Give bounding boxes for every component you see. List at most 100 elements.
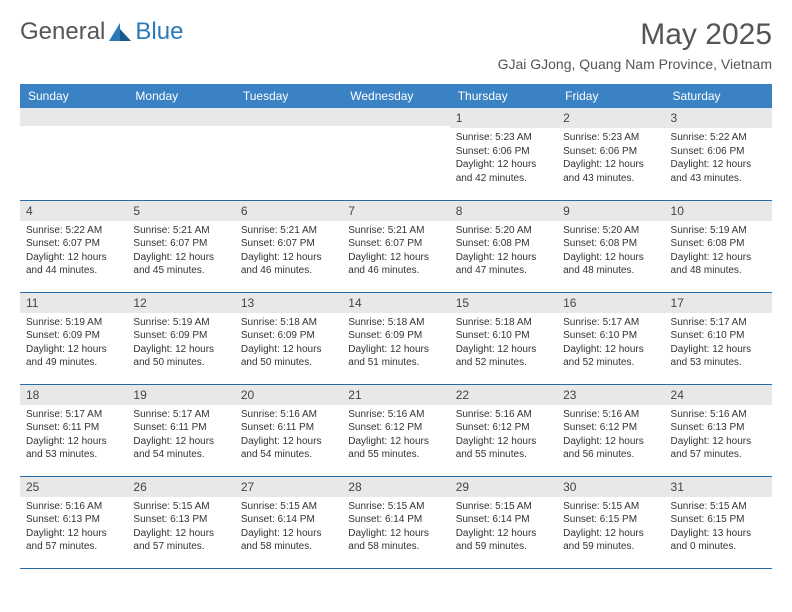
sunrise-text: Sunrise: 5:15 AM [563,500,658,514]
daylight-text: Daylight: 12 hours and 57 minutes. [133,527,228,554]
sunset-text: Sunset: 6:07 PM [133,237,228,251]
daylight-text: Daylight: 12 hours and 43 minutes. [563,158,658,185]
day-details: Sunrise: 5:17 AMSunset: 6:11 PMDaylight:… [127,405,234,465]
daylight-text: Daylight: 12 hours and 48 minutes. [563,251,658,278]
sunset-text: Sunset: 6:13 PM [671,421,766,435]
daylight-text: Daylight: 12 hours and 44 minutes. [26,251,121,278]
sunrise-text: Sunrise: 5:16 AM [241,408,336,422]
day-number: 21 [342,385,449,405]
day-details: Sunrise: 5:16 AMSunset: 6:13 PMDaylight:… [665,405,772,465]
daylight-text: Daylight: 12 hours and 50 minutes. [133,343,228,370]
sunset-text: Sunset: 6:15 PM [671,513,766,527]
day-number: 18 [20,385,127,405]
day-number: 16 [557,293,664,313]
sunrise-text: Sunrise: 5:17 AM [563,316,658,330]
sunset-text: Sunset: 6:08 PM [563,237,658,251]
calendar-table: SundayMondayTuesdayWednesdayThursdayFrid… [20,84,772,569]
day-details: Sunrise: 5:17 AMSunset: 6:10 PMDaylight:… [665,313,772,373]
day-number [20,108,127,126]
day-number [342,108,449,126]
day-details: Sunrise: 5:15 AMSunset: 6:15 PMDaylight:… [665,497,772,557]
sunset-text: Sunset: 6:06 PM [563,145,658,159]
calendar-day-cell: 22Sunrise: 5:16 AMSunset: 6:12 PMDayligh… [450,384,557,476]
sunrise-text: Sunrise: 5:18 AM [241,316,336,330]
day-details: Sunrise: 5:15 AMSunset: 6:14 PMDaylight:… [235,497,342,557]
sunrise-text: Sunrise: 5:23 AM [456,131,551,145]
sunrise-text: Sunrise: 5:16 AM [671,408,766,422]
sunrise-text: Sunrise: 5:17 AM [671,316,766,330]
day-number: 25 [20,477,127,497]
day-number [235,108,342,126]
sunset-text: Sunset: 6:14 PM [348,513,443,527]
day-number: 20 [235,385,342,405]
sunrise-text: Sunrise: 5:15 AM [456,500,551,514]
sunrise-text: Sunrise: 5:15 AM [671,500,766,514]
header: General Blue May 2025 GJai GJong, Quang … [20,18,772,72]
day-header: Wednesday [342,84,449,108]
calendar-day-cell: 28Sunrise: 5:15 AMSunset: 6:14 PMDayligh… [342,476,449,568]
day-details: Sunrise: 5:16 AMSunset: 6:13 PMDaylight:… [20,497,127,557]
day-details: Sunrise: 5:15 AMSunset: 6:15 PMDaylight:… [557,497,664,557]
day-number: 30 [557,477,664,497]
daylight-text: Daylight: 12 hours and 54 minutes. [241,435,336,462]
day-number: 10 [665,201,772,221]
calendar-day-cell: 15Sunrise: 5:18 AMSunset: 6:10 PMDayligh… [450,292,557,384]
day-details: Sunrise: 5:16 AMSunset: 6:12 PMDaylight:… [342,405,449,465]
calendar-day-cell: 12Sunrise: 5:19 AMSunset: 6:09 PMDayligh… [127,292,234,384]
logo: General Blue [20,18,183,46]
day-number: 17 [665,293,772,313]
day-details: Sunrise: 5:15 AMSunset: 6:14 PMDaylight:… [342,497,449,557]
daylight-text: Daylight: 12 hours and 51 minutes. [348,343,443,370]
calendar-day-cell: 2Sunrise: 5:23 AMSunset: 6:06 PMDaylight… [557,108,664,200]
sunset-text: Sunset: 6:10 PM [563,329,658,343]
calendar-week-row: 4Sunrise: 5:22 AMSunset: 6:07 PMDaylight… [20,200,772,292]
day-number: 9 [557,201,664,221]
calendar-day-cell: 31Sunrise: 5:15 AMSunset: 6:15 PMDayligh… [665,476,772,568]
sunset-text: Sunset: 6:09 PM [348,329,443,343]
daylight-text: Daylight: 13 hours and 0 minutes. [671,527,766,554]
sunrise-text: Sunrise: 5:21 AM [348,224,443,238]
sunset-text: Sunset: 6:12 PM [348,421,443,435]
calendar-day-cell [342,108,449,200]
daylight-text: Daylight: 12 hours and 56 minutes. [563,435,658,462]
daylight-text: Daylight: 12 hours and 58 minutes. [241,527,336,554]
day-details: Sunrise: 5:18 AMSunset: 6:09 PMDaylight:… [342,313,449,373]
sunset-text: Sunset: 6:08 PM [671,237,766,251]
sunrise-text: Sunrise: 5:22 AM [671,131,766,145]
day-header: Friday [557,84,664,108]
day-details: Sunrise: 5:20 AMSunset: 6:08 PMDaylight:… [450,221,557,281]
sunset-text: Sunset: 6:09 PM [133,329,228,343]
calendar-day-cell: 19Sunrise: 5:17 AMSunset: 6:11 PMDayligh… [127,384,234,476]
calendar-day-cell: 21Sunrise: 5:16 AMSunset: 6:12 PMDayligh… [342,384,449,476]
calendar-day-cell: 24Sunrise: 5:16 AMSunset: 6:13 PMDayligh… [665,384,772,476]
calendar-day-cell [235,108,342,200]
calendar-day-cell: 7Sunrise: 5:21 AMSunset: 6:07 PMDaylight… [342,200,449,292]
day-details: Sunrise: 5:16 AMSunset: 6:11 PMDaylight:… [235,405,342,465]
day-details: Sunrise: 5:15 AMSunset: 6:13 PMDaylight:… [127,497,234,557]
calendar-day-cell: 10Sunrise: 5:19 AMSunset: 6:08 PMDayligh… [665,200,772,292]
sunrise-text: Sunrise: 5:15 AM [348,500,443,514]
sunset-text: Sunset: 6:10 PM [456,329,551,343]
day-details: Sunrise: 5:17 AMSunset: 6:11 PMDaylight:… [20,405,127,465]
day-details: Sunrise: 5:21 AMSunset: 6:07 PMDaylight:… [127,221,234,281]
daylight-text: Daylight: 12 hours and 48 minutes. [671,251,766,278]
calendar-day-cell: 14Sunrise: 5:18 AMSunset: 6:09 PMDayligh… [342,292,449,384]
calendar-day-cell: 17Sunrise: 5:17 AMSunset: 6:10 PMDayligh… [665,292,772,384]
day-details: Sunrise: 5:18 AMSunset: 6:09 PMDaylight:… [235,313,342,373]
sunrise-text: Sunrise: 5:20 AM [563,224,658,238]
daylight-text: Daylight: 12 hours and 45 minutes. [133,251,228,278]
calendar-day-cell: 6Sunrise: 5:21 AMSunset: 6:07 PMDaylight… [235,200,342,292]
day-number: 14 [342,293,449,313]
day-number: 31 [665,477,772,497]
sunset-text: Sunset: 6:06 PM [456,145,551,159]
title-block: May 2025 GJai GJong, Quang Nam Province,… [498,18,772,72]
sunrise-text: Sunrise: 5:15 AM [241,500,336,514]
day-details: Sunrise: 5:20 AMSunset: 6:08 PMDaylight:… [557,221,664,281]
calendar-day-cell: 16Sunrise: 5:17 AMSunset: 6:10 PMDayligh… [557,292,664,384]
day-number: 1 [450,108,557,128]
calendar-day-cell: 27Sunrise: 5:15 AMSunset: 6:14 PMDayligh… [235,476,342,568]
day-header: Sunday [20,84,127,108]
day-details: Sunrise: 5:22 AMSunset: 6:07 PMDaylight:… [20,221,127,281]
day-number: 5 [127,201,234,221]
calendar-day-cell: 20Sunrise: 5:16 AMSunset: 6:11 PMDayligh… [235,384,342,476]
